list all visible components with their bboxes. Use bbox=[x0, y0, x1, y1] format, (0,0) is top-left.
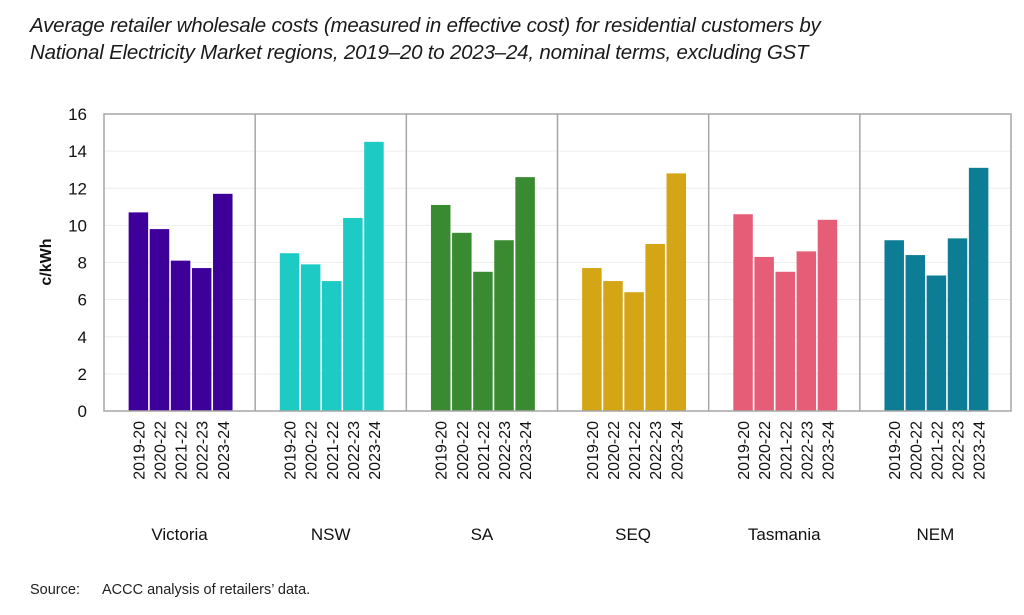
x-tick-label: 2022-23 bbox=[951, 421, 968, 480]
x-tick-label: 2019-20 bbox=[434, 421, 451, 480]
x-tick-label: 2021-22 bbox=[627, 421, 644, 480]
x-tick-label: 2023-24 bbox=[669, 421, 686, 480]
chart-title-line-1: Average retailer wholesale costs (measur… bbox=[30, 14, 821, 37]
bar-sa-2021-22 bbox=[473, 271, 493, 411]
group-label-victoria: Victoria bbox=[151, 525, 208, 544]
bar-sa-2019-20 bbox=[430, 204, 451, 411]
x-tick-label: 2019-20 bbox=[131, 421, 148, 480]
x-tick-label: 2020-22 bbox=[908, 421, 925, 480]
bar-nsw-2023-24 bbox=[364, 141, 384, 411]
bar-tasmania-2023-24 bbox=[817, 219, 838, 411]
bar-seq-2022-23 bbox=[645, 243, 665, 411]
group-labels: Victoria NSW SA SEQ Tasmania NEM bbox=[151, 525, 954, 544]
x-tick-label: 2021-22 bbox=[778, 421, 795, 480]
plot-frame bbox=[103, 113, 1012, 412]
group-label-nem: NEM bbox=[917, 525, 955, 544]
x-tick-label: 2020-22 bbox=[606, 421, 623, 480]
chart-title-line-2: National Electricity Market regions, 201… bbox=[30, 41, 809, 64]
bar-tasmania-2021-22 bbox=[775, 271, 795, 411]
bar-nsw-2021-22 bbox=[322, 281, 342, 411]
y-axis-label: c/kWh bbox=[38, 238, 55, 285]
panel-frames bbox=[103, 113, 1012, 412]
y-tick-label: 6 bbox=[78, 291, 87, 310]
y-tick-label: 2 bbox=[78, 365, 87, 384]
bar-seq-2019-20 bbox=[582, 268, 602, 411]
x-tick-label: 2020-22 bbox=[757, 421, 774, 480]
group-label-sa: SA bbox=[471, 525, 494, 544]
bar-tasmania-2022-23 bbox=[796, 251, 817, 411]
x-tick-label: 2020-22 bbox=[304, 421, 321, 480]
x-tick-label: 2020-22 bbox=[455, 421, 472, 480]
bar-nem-2023-24 bbox=[968, 167, 989, 411]
y-tick-label: 0 bbox=[78, 402, 87, 421]
bar-sa-2023-24 bbox=[515, 177, 535, 411]
y-tick-label: 12 bbox=[68, 179, 87, 198]
bar-nem-2021-22 bbox=[926, 275, 947, 411]
bar-victoria-2021-22 bbox=[170, 260, 191, 411]
x-tick-label: 2023-24 bbox=[518, 421, 535, 480]
bar-sa-2020-22 bbox=[452, 232, 472, 411]
y-axis-ticks: 0 2 4 6 8 10 12 14 16 bbox=[68, 105, 87, 421]
y-tick-label: 4 bbox=[78, 328, 87, 347]
bar-nsw-2022-23 bbox=[343, 217, 363, 411]
bar-victoria-2019-20 bbox=[128, 212, 149, 411]
y-tick-label: 8 bbox=[78, 254, 87, 273]
bar-nem-2022-23 bbox=[947, 238, 968, 411]
bar-nem-2020-22 bbox=[905, 255, 926, 411]
x-tick-label: 2022-23 bbox=[195, 421, 212, 480]
bar-seq-2021-22 bbox=[624, 292, 644, 411]
x-tick-label: 2019-20 bbox=[736, 421, 753, 480]
x-tick-label: 2022-23 bbox=[799, 421, 816, 480]
chart-title: Average retailer wholesale costs (measur… bbox=[30, 12, 1010, 66]
bar-sa-2022-23 bbox=[494, 240, 514, 411]
x-tick-label: 2021-22 bbox=[325, 421, 342, 480]
x-axis-ticks: 2019-20 2020-22 2021-22 2022-23 2023-24 2019-… bbox=[131, 421, 988, 480]
bar-seq-2023-24 bbox=[666, 173, 687, 411]
group-label-tasmania: Tasmania bbox=[748, 525, 821, 544]
x-tick-label: 2023-24 bbox=[820, 421, 837, 480]
bar-nsw-2020-22 bbox=[300, 264, 321, 411]
x-tick-label: 2023-24 bbox=[216, 421, 233, 480]
bar-seq-2020-22 bbox=[603, 281, 623, 411]
x-tick-label: 2022-23 bbox=[346, 421, 363, 480]
x-tick-label: 2023-24 bbox=[367, 421, 384, 480]
bar-tasmania-2020-22 bbox=[754, 256, 774, 411]
x-tick-label: 2021-22 bbox=[929, 421, 946, 480]
group-label-seq: SEQ bbox=[615, 525, 651, 544]
bar-nem-2019-20 bbox=[884, 240, 904, 411]
y-tick-label: 16 bbox=[68, 105, 87, 124]
x-tick-label: 2019-20 bbox=[585, 421, 602, 480]
x-tick-label: 2022-23 bbox=[648, 421, 665, 480]
x-tick-label: 2023-24 bbox=[972, 421, 989, 480]
source-label: Source: bbox=[30, 582, 80, 598]
bar-nsw-2019-20 bbox=[279, 253, 300, 411]
x-tick-label: 2021-22 bbox=[174, 421, 191, 480]
x-tick-label: 2022-23 bbox=[497, 421, 514, 480]
source-text: ACCC analysis of retailers’ data. bbox=[102, 582, 311, 598]
y-tick-label: 14 bbox=[68, 142, 87, 161]
bar-victoria-2020-22 bbox=[149, 229, 170, 411]
bar-victoria-2023-24 bbox=[213, 193, 233, 411]
x-tick-label: 2019-20 bbox=[887, 421, 904, 480]
bar-victoria-2022-23 bbox=[191, 268, 212, 411]
source-note: Source: ACCC analysis of retailers’ data. bbox=[30, 582, 310, 598]
bar-tasmania-2019-20 bbox=[733, 214, 753, 411]
x-tick-label: 2019-20 bbox=[283, 421, 300, 480]
y-tick-label: 10 bbox=[68, 216, 87, 235]
x-tick-label: 2020-22 bbox=[152, 421, 169, 480]
bars bbox=[128, 141, 989, 411]
group-label-nsw: NSW bbox=[311, 525, 351, 544]
x-tick-label: 2021-22 bbox=[476, 421, 493, 480]
